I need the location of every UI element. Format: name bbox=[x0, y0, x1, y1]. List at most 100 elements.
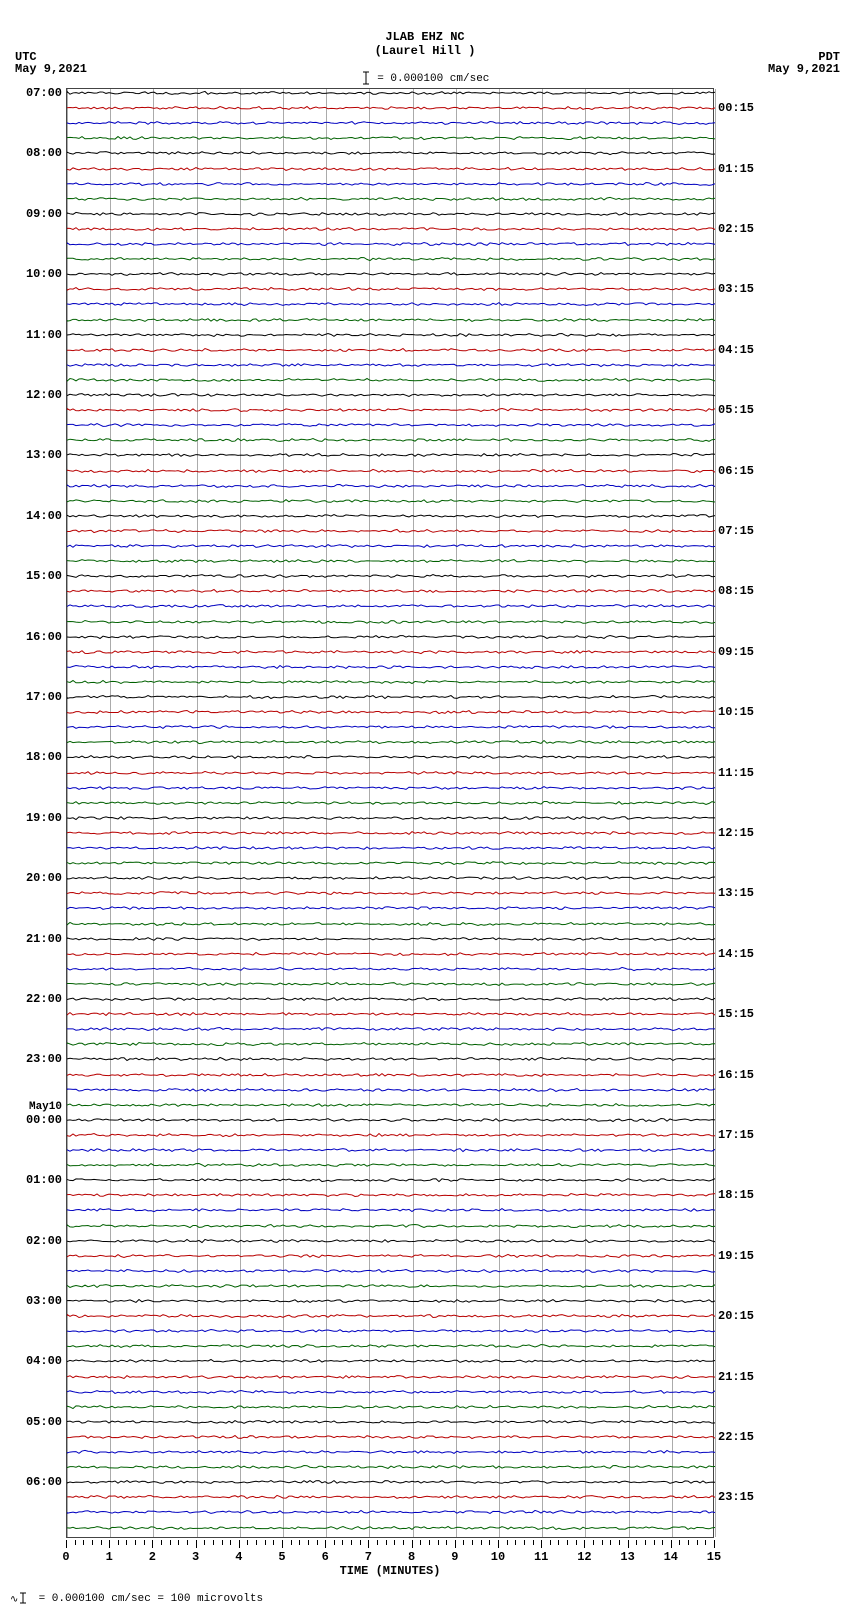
seismic-trace bbox=[67, 1055, 715, 1063]
seismic-trace bbox=[67, 889, 715, 897]
x-major-tick bbox=[628, 1540, 629, 1548]
seismic-trace bbox=[67, 1010, 715, 1018]
x-minor-tick bbox=[360, 1540, 361, 1545]
x-minor-tick bbox=[705, 1540, 706, 1545]
right-hour-label: 22:15 bbox=[718, 1430, 754, 1444]
location-title: (Laurel Hill ) bbox=[0, 44, 850, 58]
left-hour-label: 04:00 bbox=[26, 1354, 62, 1368]
scale-text: = 0.000100 cm/sec bbox=[377, 73, 489, 85]
x-minor-tick bbox=[161, 1540, 162, 1545]
x-minor-tick bbox=[645, 1540, 646, 1545]
seismic-trace bbox=[67, 1342, 715, 1350]
seismic-trace bbox=[67, 769, 715, 777]
seismic-trace bbox=[67, 1524, 715, 1532]
right-hour-label: 14:15 bbox=[718, 947, 754, 961]
seismic-trace bbox=[67, 89, 715, 97]
x-minor-tick bbox=[446, 1540, 447, 1545]
x-minor-tick bbox=[602, 1540, 603, 1545]
seismic-trace bbox=[67, 1433, 715, 1441]
right-hour-label: 04:15 bbox=[718, 343, 754, 357]
x-major-tick bbox=[584, 1540, 585, 1548]
x-minor-tick bbox=[144, 1540, 145, 1545]
x-major-tick bbox=[109, 1540, 110, 1548]
seismic-trace bbox=[67, 980, 715, 988]
x-minor-tick bbox=[299, 1540, 300, 1545]
x-minor-tick bbox=[593, 1540, 594, 1545]
left-hour-label: 19:00 bbox=[26, 811, 62, 825]
x-minor-tick bbox=[256, 1540, 257, 1545]
x-major-tick bbox=[455, 1540, 456, 1548]
seismic-trace bbox=[67, 1176, 715, 1184]
x-minor-tick bbox=[481, 1540, 482, 1545]
x-minor-tick bbox=[75, 1540, 76, 1545]
left-hour-label: 13:00 bbox=[26, 448, 62, 462]
x-tick-label: 2 bbox=[149, 1550, 156, 1564]
x-minor-tick bbox=[507, 1540, 508, 1545]
seismic-trace bbox=[67, 965, 715, 973]
right-hour-label: 15:15 bbox=[718, 1007, 754, 1021]
x-minor-tick bbox=[463, 1540, 464, 1545]
right-time-labels: 00:1501:1502:1503:1504:1505:1506:1507:15… bbox=[716, 88, 846, 1538]
x-minor-tick bbox=[170, 1540, 171, 1545]
x-minor-tick bbox=[377, 1540, 378, 1545]
right-hour-label: 19:15 bbox=[718, 1249, 754, 1263]
seismic-trace bbox=[67, 527, 715, 535]
x-tick-label: 0 bbox=[62, 1550, 69, 1564]
seismic-trace bbox=[67, 1025, 715, 1033]
seismic-trace bbox=[67, 557, 715, 565]
station-title: JLAB EHZ NC bbox=[0, 30, 850, 44]
left-hour-label: 03:00 bbox=[26, 1294, 62, 1308]
left-hour-label: 21:00 bbox=[26, 932, 62, 946]
x-minor-tick bbox=[438, 1540, 439, 1545]
seismic-trace bbox=[67, 180, 715, 188]
seismic-trace bbox=[67, 195, 715, 203]
x-minor-tick bbox=[222, 1540, 223, 1545]
seismic-trace bbox=[67, 1252, 715, 1260]
x-minor-tick bbox=[679, 1540, 680, 1545]
seismic-trace bbox=[67, 1463, 715, 1471]
seismic-trace bbox=[67, 784, 715, 792]
scale-bar-icon bbox=[361, 70, 371, 86]
right-hour-label: 23:15 bbox=[718, 1490, 754, 1504]
seismic-trace bbox=[67, 467, 715, 475]
seismic-trace bbox=[67, 935, 715, 943]
seismic-trace bbox=[67, 482, 715, 490]
seismic-trace bbox=[67, 1116, 715, 1124]
right-hour-label: 21:15 bbox=[718, 1370, 754, 1384]
x-tick-label: 9 bbox=[451, 1550, 458, 1564]
left-hour-label: 09:00 bbox=[26, 207, 62, 221]
x-tick-label: 15 bbox=[707, 1550, 721, 1564]
seismic-trace bbox=[67, 814, 715, 822]
seismic-trace bbox=[67, 1327, 715, 1335]
x-minor-tick bbox=[83, 1540, 84, 1545]
seismic-trace bbox=[67, 1040, 715, 1048]
x-minor-tick bbox=[515, 1540, 516, 1545]
seismic-trace bbox=[67, 904, 715, 912]
x-minor-tick bbox=[662, 1540, 663, 1545]
x-tick-label: 12 bbox=[577, 1550, 591, 1564]
seismic-trace bbox=[67, 1373, 715, 1381]
seismic-trace bbox=[67, 210, 715, 218]
x-minor-tick bbox=[342, 1540, 343, 1545]
x-minor-tick bbox=[230, 1540, 231, 1545]
seismic-trace bbox=[67, 1086, 715, 1094]
x-minor-tick bbox=[654, 1540, 655, 1545]
left-date-marker: May10 bbox=[29, 1101, 62, 1113]
seismic-trace bbox=[67, 104, 715, 112]
seismic-trace bbox=[67, 1146, 715, 1154]
seismic-trace bbox=[67, 633, 715, 641]
seismic-trace bbox=[67, 1357, 715, 1365]
seismic-trace bbox=[67, 753, 715, 761]
x-minor-tick bbox=[101, 1540, 102, 1545]
right-hour-label: 11:15 bbox=[718, 766, 754, 780]
x-minor-tick bbox=[213, 1540, 214, 1545]
x-major-tick bbox=[498, 1540, 499, 1548]
x-minor-tick bbox=[265, 1540, 266, 1545]
x-tick-label: 13 bbox=[620, 1550, 634, 1564]
seismic-trace bbox=[67, 240, 715, 248]
seismic-trace bbox=[67, 512, 715, 520]
seismic-trace bbox=[67, 134, 715, 142]
x-minor-tick bbox=[386, 1540, 387, 1545]
x-minor-tick bbox=[273, 1540, 274, 1545]
x-major-tick bbox=[239, 1540, 240, 1548]
